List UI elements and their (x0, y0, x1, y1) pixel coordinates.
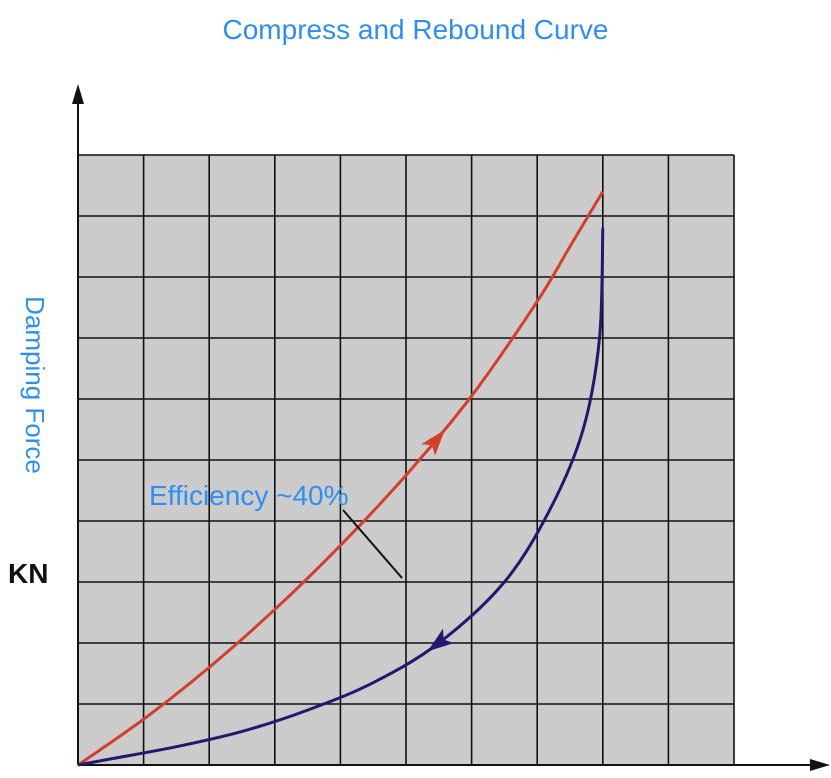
efficiency-annotation: Efficiency ~40% (149, 480, 349, 511)
y-axis-label: Damping Force (20, 296, 50, 474)
y-axis-arrow (72, 84, 84, 104)
series-arrow-decreasing (427, 628, 454, 652)
series-layer (77, 190, 605, 767)
annotation-leader (342, 509, 403, 579)
grid (77, 154, 735, 766)
series-line-increasing (77, 190, 605, 767)
y-axis-unit: KN (8, 558, 48, 589)
series-arrow-increasing (421, 429, 445, 456)
x-axis-arrow (810, 759, 830, 771)
chart-title: Compress and Rebound Curve (222, 14, 609, 45)
